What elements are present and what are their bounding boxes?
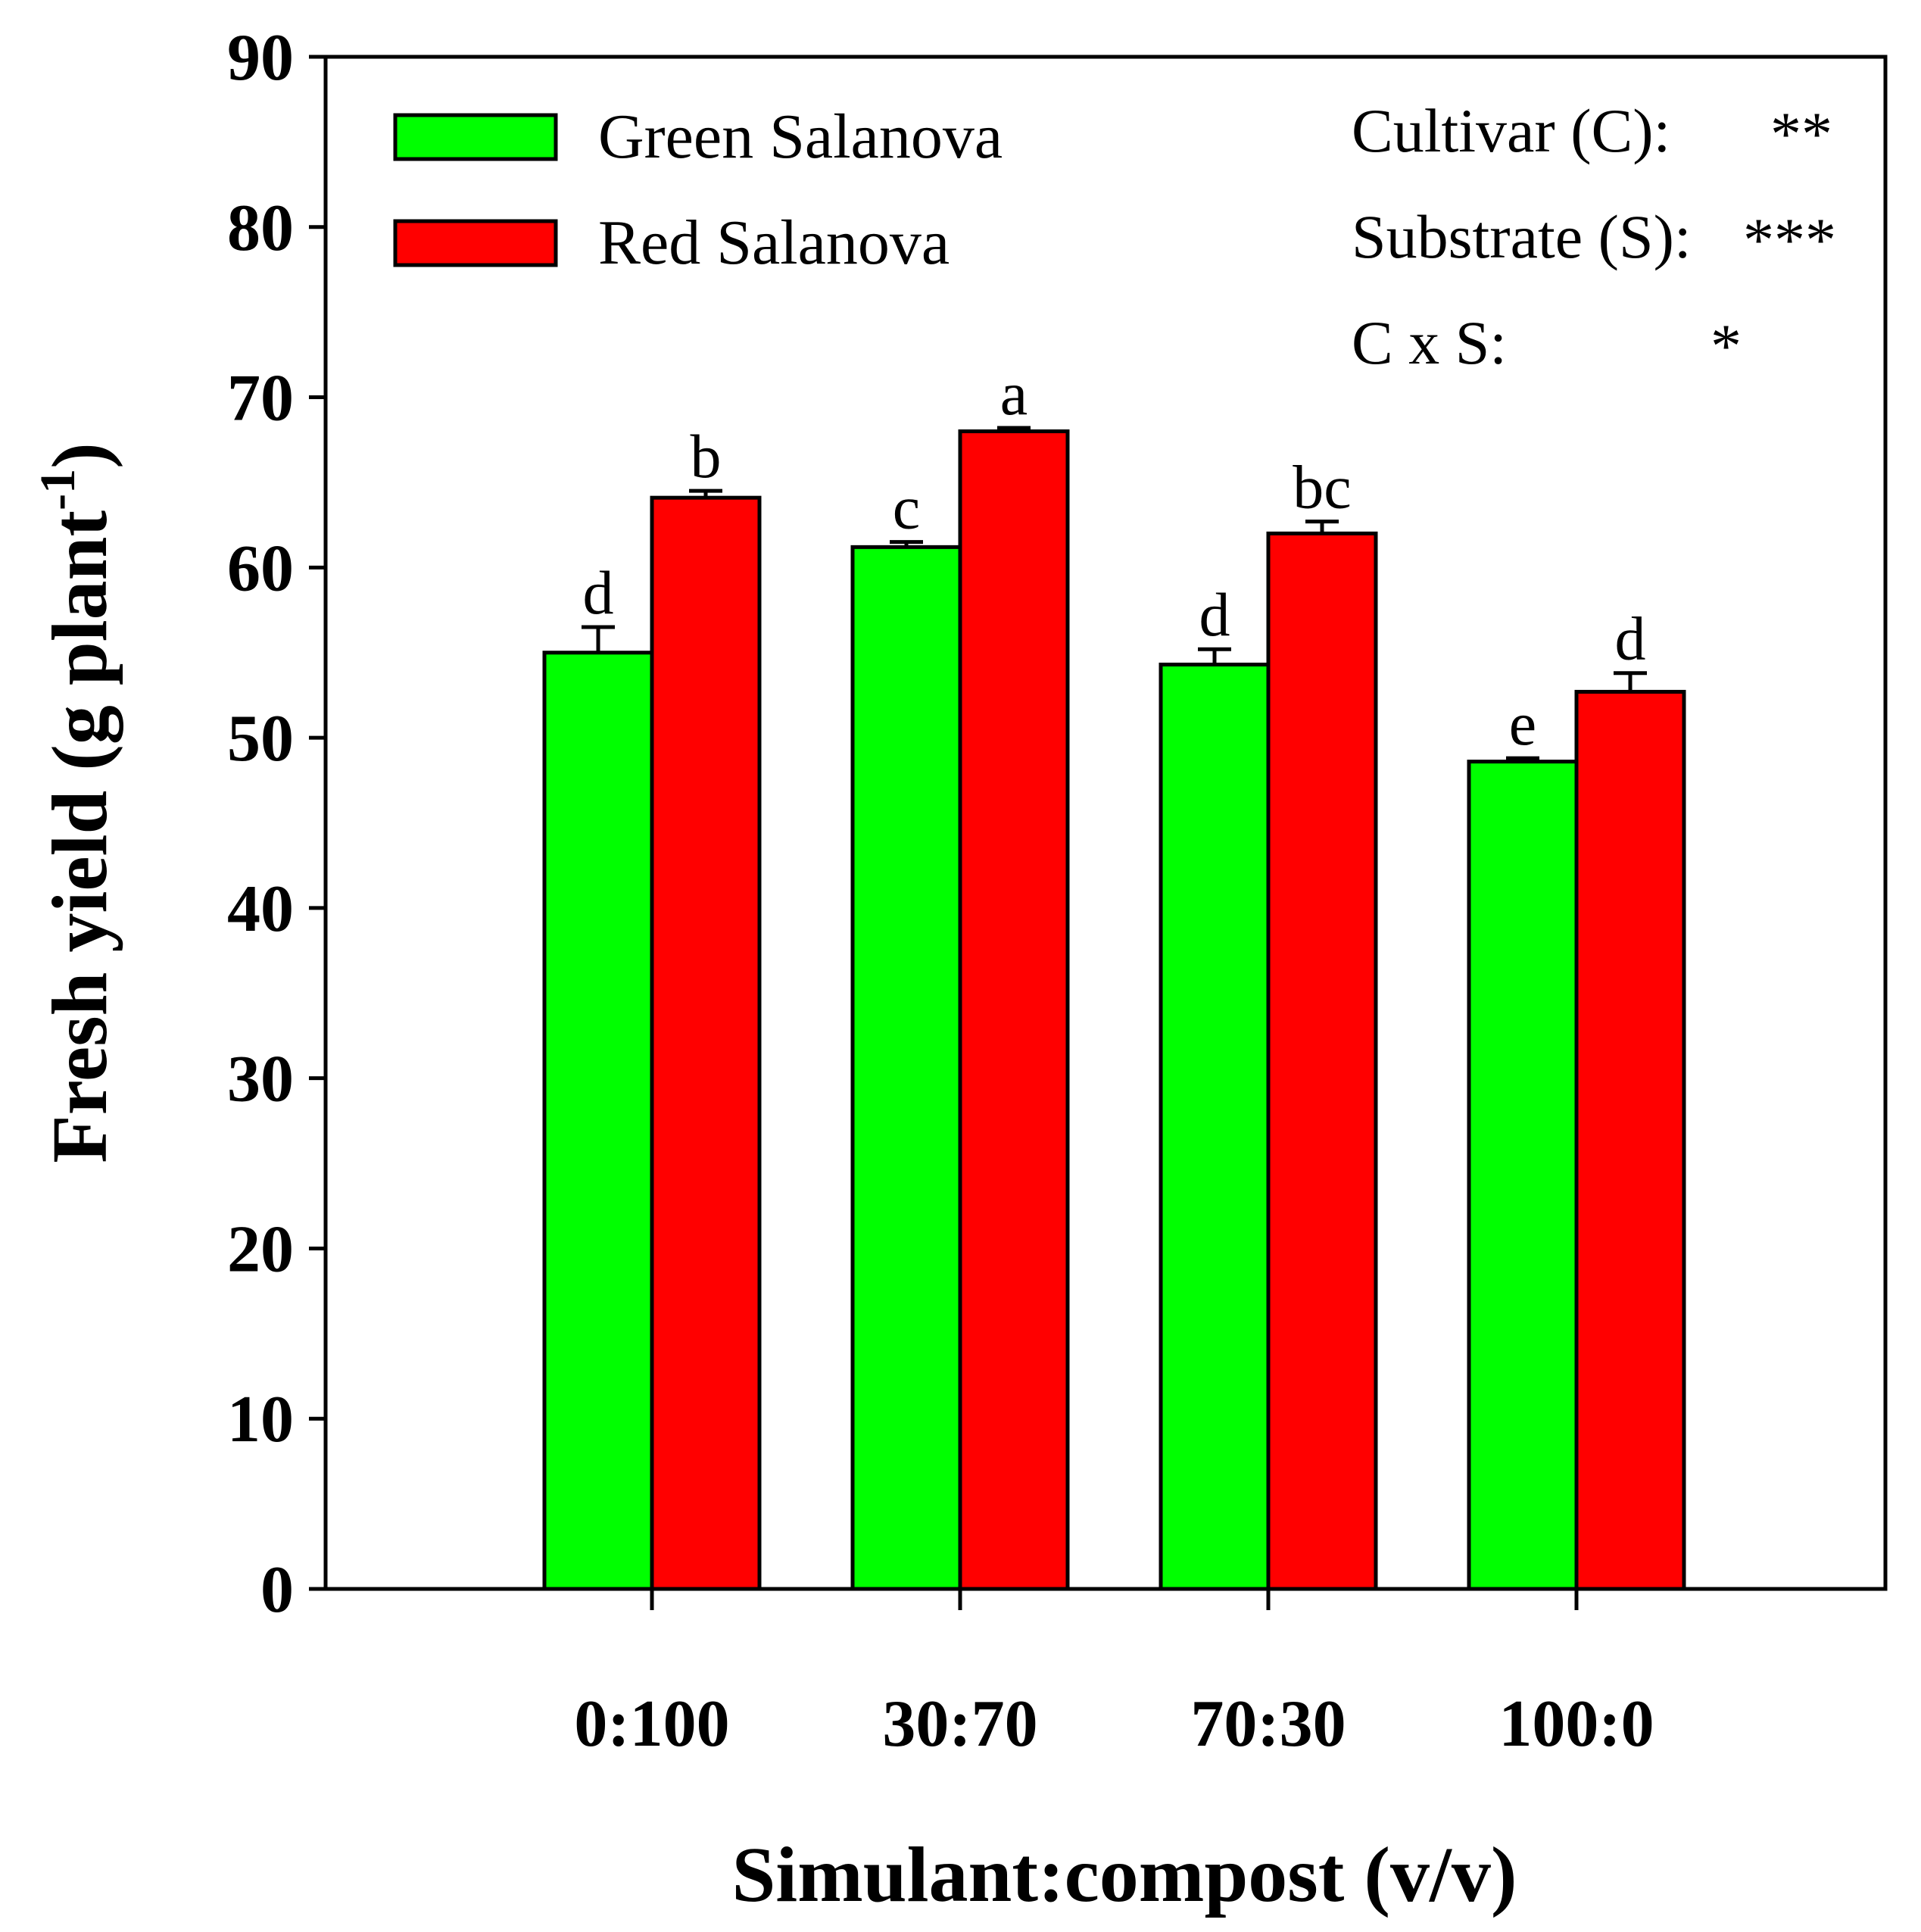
bar-red [1574,689,1686,1591]
y-tick-label: 60 [227,532,294,605]
x-tick-label: 70:30 [1190,1687,1346,1761]
legend-label: Green Salanova [598,101,1003,172]
y-tick-label: 20 [227,1213,294,1286]
legend-swatch [393,113,558,161]
bar-red [958,429,1070,1591]
y-tick-label: 70 [227,362,294,435]
plot-frame [323,55,1888,1591]
stat-significance: * [1711,311,1742,380]
anova-stats: Cultivar (C): ** Substrate (S): *** C x S: * [1352,96,1836,380]
y-axis-title: Fresh yield (g plant-1) [30,442,123,1163]
error-bars-layer [582,426,1647,762]
bar-green [542,651,654,1591]
stat-label: C x S: [1352,308,1507,377]
x-tick-label: 30:70 [882,1687,1037,1761]
y-tick-label: 50 [227,702,294,776]
y-axis-title-close: ) [36,442,123,469]
significance-letter: d [583,558,614,627]
bars-layer [542,429,1686,1591]
stat-label: Cultivar (C): [1352,96,1670,165]
legend-label: Red Salanova [598,208,950,278]
significance-letter: a [1000,359,1028,428]
legend-swatch [393,219,558,267]
y-tick-label: 40 [227,872,294,946]
significance-letter: b [691,422,722,491]
bar-red [1266,531,1378,1591]
y-tick-label: 90 [227,21,294,95]
stat-significance: *** [1743,205,1836,274]
bar-green [1467,760,1579,1591]
x-axis-ticks: 0:100 30:70 70:30 100:0 [574,1589,1654,1761]
significance-letter: d [1615,604,1646,673]
stat-significance: ** [1770,99,1832,168]
y-axis-title-superscript: -1 [30,469,86,510]
significance-letter: e [1509,689,1536,758]
significance-letter: c [893,473,920,542]
y-tick-label: 0 [260,1553,294,1627]
y-tick-label: 10 [227,1383,294,1456]
y-tick-label: 30 [227,1043,294,1116]
x-tick-label: 0:100 [574,1687,729,1761]
bar-green [1159,662,1271,1591]
bar-red [650,495,762,1591]
y-tick-label: 80 [227,192,294,265]
y-axis-title-main: Fresh yield (g plant [36,510,123,1163]
x-tick-label: 100:0 [1498,1687,1654,1761]
x-axis-title: Simulant:compost (v/v) [731,1831,1517,1918]
legend: Green Salanova Red Salanova [393,101,1003,278]
significance-letter: bc [1293,453,1351,522]
significance-letter: d [1199,580,1230,649]
stat-label: Substrate (S): [1352,202,1692,271]
y-axis-ticks: 0 10 20 30 40 50 60 70 80 90 [227,21,326,1627]
bar-green [850,545,962,1591]
